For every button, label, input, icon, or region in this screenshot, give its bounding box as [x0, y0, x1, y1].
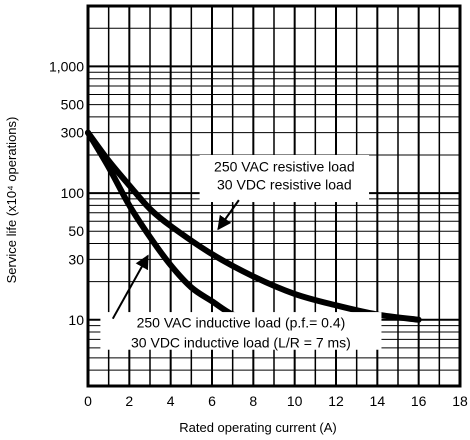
inductive-load-curve — [85, 129, 257, 323]
y-tick-label: 300 — [61, 125, 85, 141]
resistive-load-label: 30 VDC resistive load — [217, 177, 352, 193]
y-tick-label: 100 — [61, 185, 85, 201]
y-tick-label: 30 — [68, 251, 84, 267]
x-tick-label: 4 — [167, 393, 175, 409]
x-tick-label: 8 — [249, 393, 257, 409]
y-tick-label: 10 — [68, 312, 84, 328]
x-tick-label: 12 — [328, 393, 344, 409]
x-tick-label: 0 — [84, 393, 92, 409]
x-tick-label: 14 — [370, 393, 386, 409]
x-tick-label: 16 — [411, 393, 427, 409]
x-axis-label: Rated operating current (A) — [179, 420, 337, 435]
plot-frame — [86, 4, 462, 388]
series-layer — [85, 129, 422, 323]
y-tick-label: 50 — [68, 223, 84, 239]
y-tick-label: 1,000 — [49, 58, 84, 74]
inductive-load-label: 250 VAC inductive load (p.f.= 0.4) — [137, 314, 346, 330]
inductive-label-background — [100, 312, 382, 350]
x-tick-label: 2 — [125, 393, 133, 409]
x-tick-label: 10 — [287, 393, 303, 409]
resistive-load-curve — [85, 129, 422, 323]
inductive-label-arrow — [111, 254, 149, 320]
resistive-label-arrow — [217, 199, 240, 231]
annotation-layer: 250 VAC resistive load 30 VDC resistive l… — [100, 154, 382, 350]
resistive-load-label: 250 VAC resistive load — [214, 159, 355, 175]
y-axis-label: Service life (x10⁴ operations) — [4, 117, 19, 284]
resistive-label-background — [199, 154, 370, 203]
tick-layer: 0 2 4 6 8 10 12 14 16 18 10 30 50 100 300 500 1,000 — [49, 58, 468, 409]
x-tick-label: 18 — [452, 393, 468, 409]
inductive-load-label: 30 VDC inductive load (L/R = 7 ms) — [131, 334, 351, 350]
y-tick-label: 500 — [61, 97, 85, 113]
x-tick-label: 6 — [208, 393, 216, 409]
